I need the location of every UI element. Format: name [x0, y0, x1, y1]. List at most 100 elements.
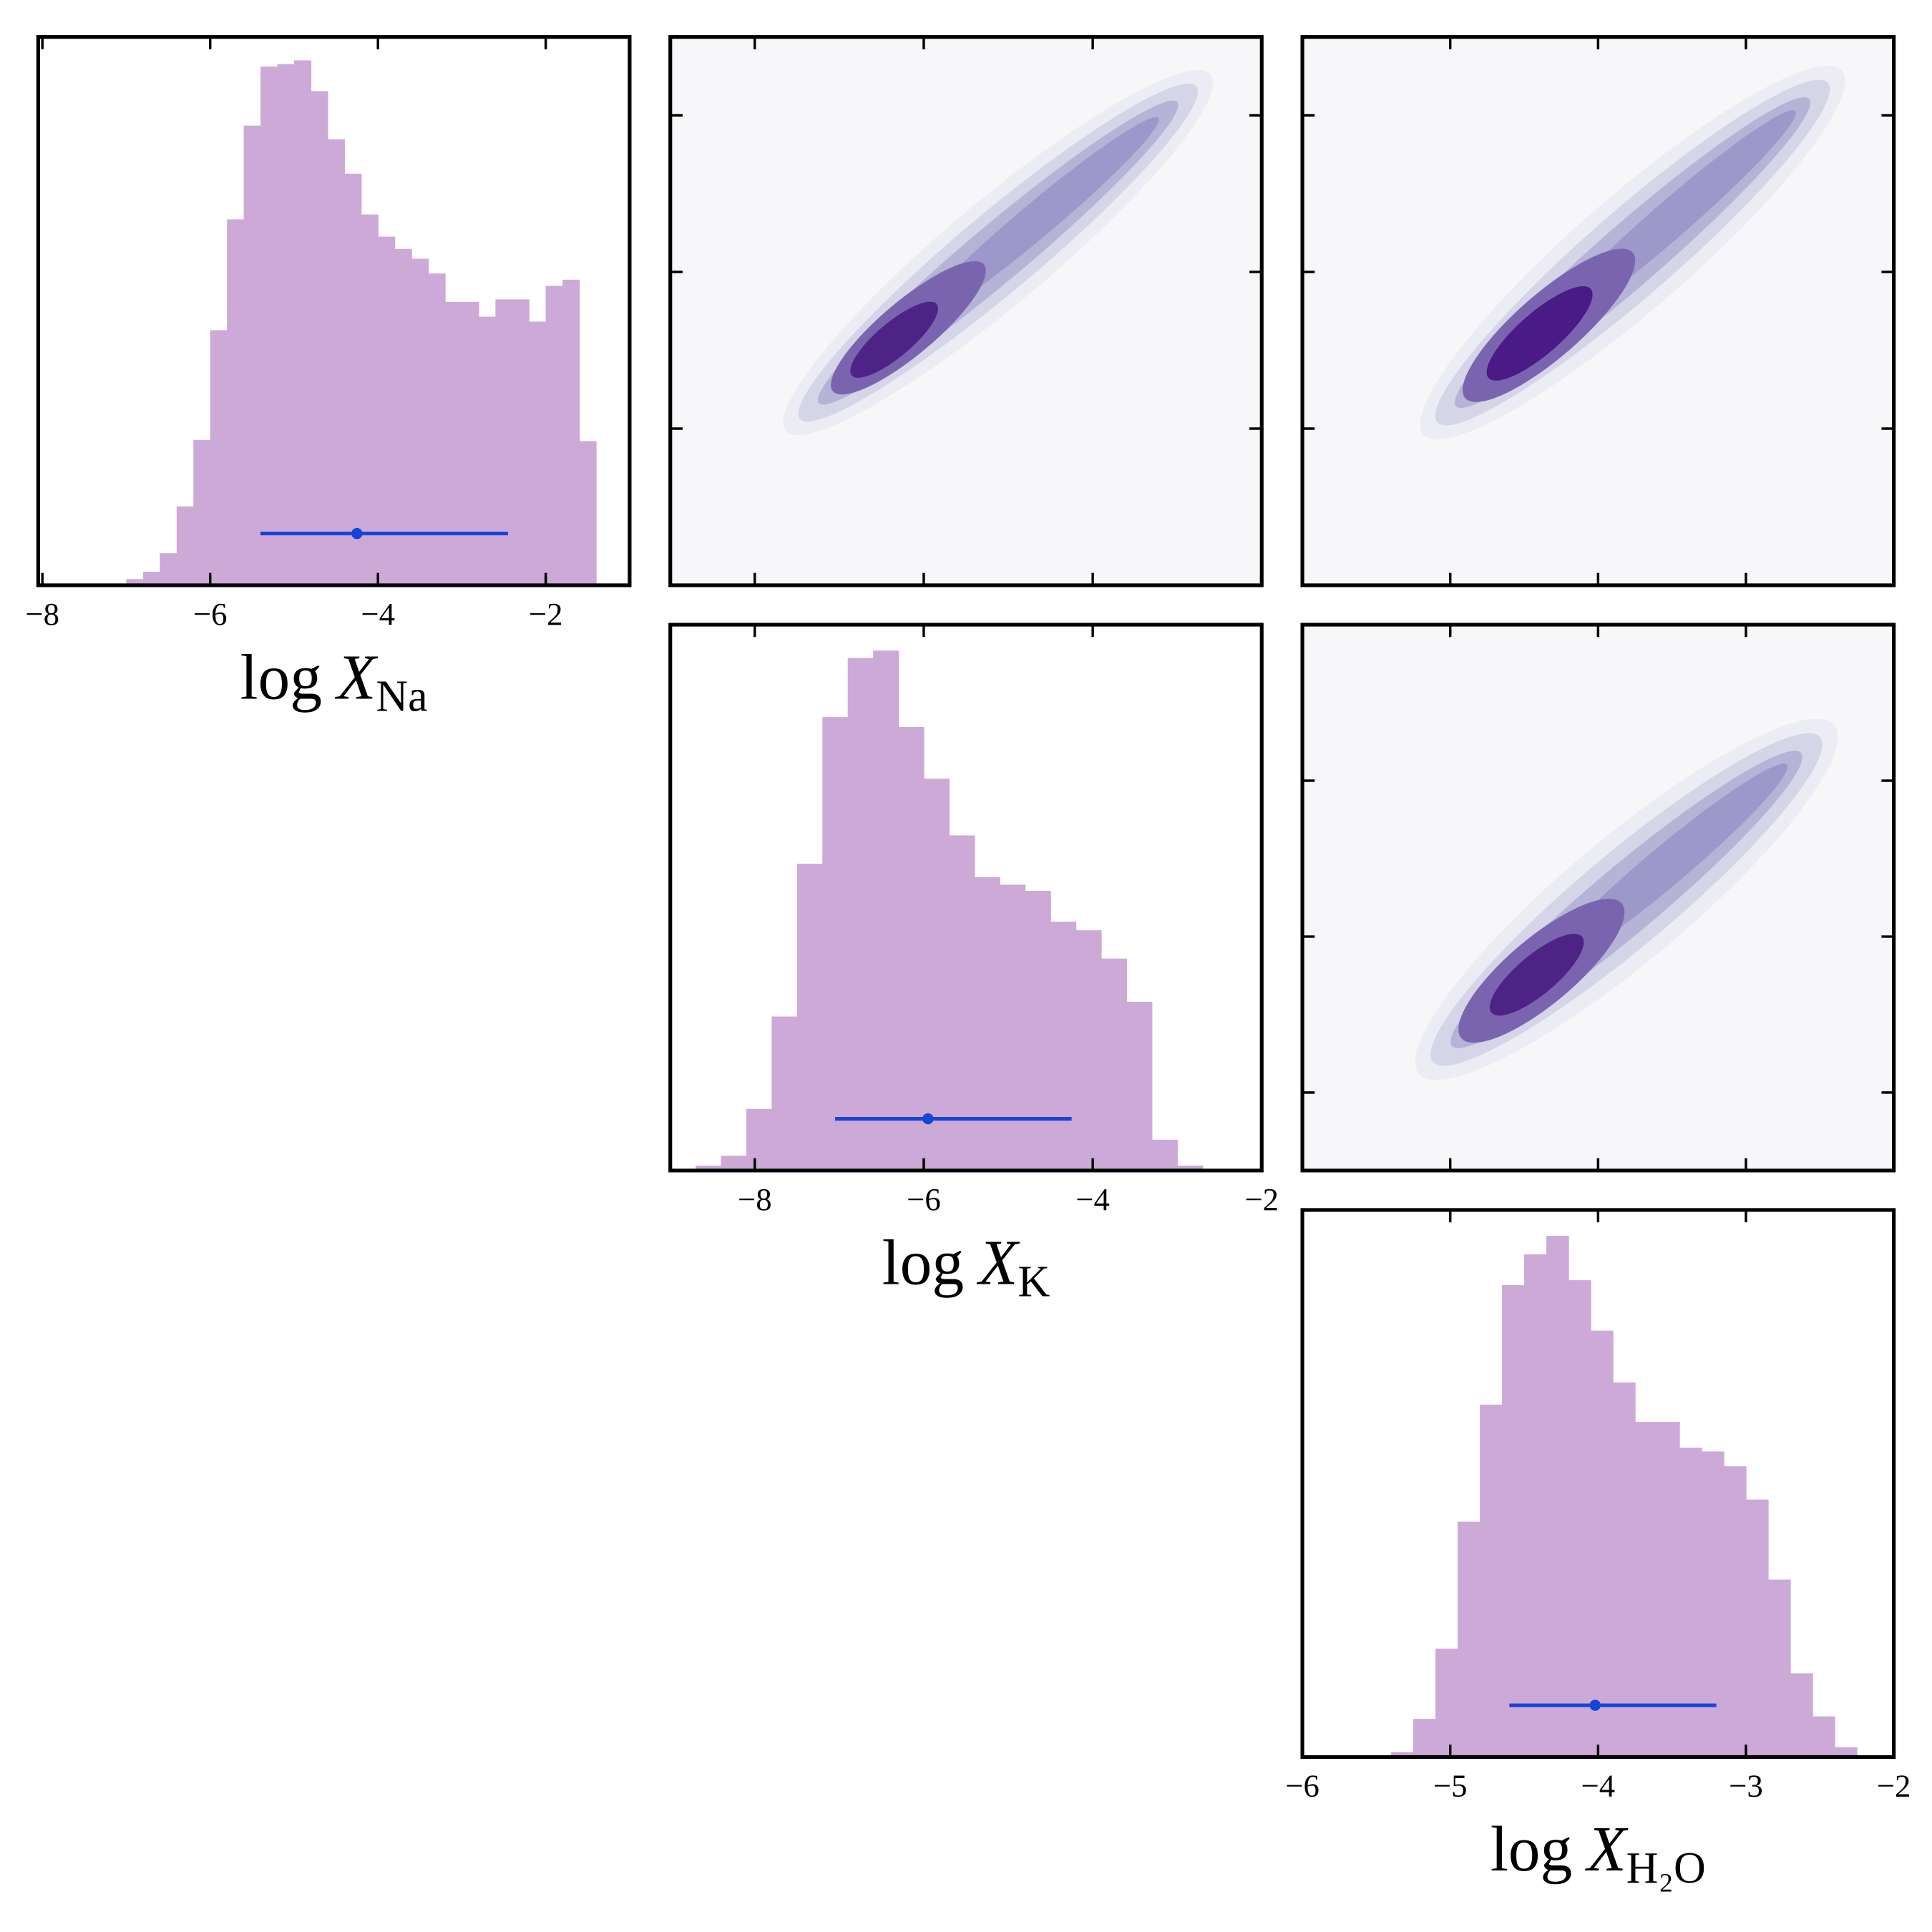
error-bar-median [922, 1113, 934, 1125]
x-tick-label: −8 [738, 1181, 772, 1217]
hist-bar [1177, 1165, 1204, 1171]
hist-bar [1050, 922, 1077, 1171]
x-tick-label: −4 [361, 596, 395, 632]
x-tick-label: −6 [1285, 1768, 1319, 1804]
hist-bar [478, 316, 497, 585]
hist-bar [344, 173, 362, 585]
hist-bar [126, 579, 144, 585]
x-axis-label-part: X [1585, 1814, 1629, 1885]
hist-bar [974, 877, 1000, 1171]
hist-bar [293, 60, 312, 585]
x-axis-label: log XNa [240, 642, 428, 721]
hist-bar [923, 779, 950, 1171]
hist-bar [462, 301, 479, 585]
hist-bar [142, 571, 161, 585]
x-axis-label-part: X [335, 642, 379, 713]
hist-bar [1000, 884, 1026, 1171]
x-tick-label: −5 [1433, 1768, 1468, 1804]
hist-bar [327, 139, 345, 585]
x-axis-label-part: X [977, 1227, 1020, 1298]
hist-bar [579, 441, 597, 585]
x-tick-label: −6 [193, 596, 228, 632]
hist-bar [1657, 1422, 1680, 1757]
hist-bar [1679, 1448, 1702, 1757]
axes-frame [668, 623, 1264, 1173]
x-tick-label: −4 [1581, 1768, 1616, 1804]
hist-bar [1413, 1719, 1436, 1757]
x-tick-label: −4 [1075, 1181, 1110, 1217]
hist-bar [771, 1016, 798, 1171]
hist-bar [1480, 1405, 1503, 1757]
hist-bar [822, 717, 849, 1171]
hist-bar [243, 125, 261, 585]
hist-bar [411, 258, 429, 585]
hist-bar [796, 864, 823, 1171]
hist-bar [1745, 1499, 1769, 1757]
hist-bar [545, 286, 563, 585]
hist-bar [1591, 1330, 1614, 1757]
hist-bar [176, 506, 194, 585]
hist-bar [210, 330, 228, 585]
hist-bar [746, 1108, 773, 1171]
hist-bar [1635, 1422, 1658, 1757]
hist-bar [1151, 1139, 1178, 1171]
x-tick-label: −2 [529, 596, 563, 632]
hist-bar [949, 835, 975, 1171]
hist-bar [311, 91, 328, 585]
axes-frame [668, 35, 1264, 587]
x-axis-label: log XK [882, 1227, 1050, 1306]
density-panels [670, 36, 1894, 1171]
error-bar-median [1589, 1699, 1601, 1711]
hist-bar [898, 726, 924, 1171]
hist-bar [1391, 1752, 1414, 1757]
hist-bar [227, 219, 245, 585]
hist-bar [873, 650, 899, 1171]
hist-bar [1790, 1673, 1813, 1757]
hist-bar [394, 248, 412, 585]
hist-bar [1701, 1451, 1724, 1757]
hist-bar [444, 301, 463, 585]
x-tick-label: −6 [907, 1181, 941, 1217]
hist-bar [1524, 1254, 1547, 1757]
hist-bar [160, 553, 177, 585]
hist-bar [1458, 1521, 1480, 1757]
hist-bar [721, 1156, 747, 1171]
x-axis-label-part: log [882, 1227, 964, 1298]
density-blob [1415, 718, 1838, 1080]
axes-frame [1300, 1208, 1896, 1760]
axes-frame [36, 35, 632, 587]
hist-bar [847, 658, 874, 1171]
hist-bar [428, 273, 446, 585]
x-axis-label-part: log [1491, 1814, 1572, 1885]
x-tick-label: −8 [25, 596, 59, 632]
hist-bar [495, 299, 513, 585]
axes-frame [1300, 35, 1896, 587]
density-blob [783, 69, 1214, 436]
hist-bar [378, 236, 396, 585]
hist-bar [1546, 1236, 1569, 1757]
hist-bar [1075, 930, 1102, 1171]
hist-bar [1812, 1716, 1835, 1757]
x-axis-label: log XH₂O [1491, 1814, 1706, 1893]
error-bar-median [351, 527, 363, 540]
hist-bar [1101, 958, 1128, 1171]
hist-bar [529, 321, 547, 585]
hist-bar [1025, 890, 1051, 1171]
hist-bar [260, 66, 278, 585]
hist-bar [1767, 1579, 1791, 1757]
hist-bar [1613, 1382, 1636, 1757]
hist-bar [1126, 1001, 1153, 1171]
hist-bar [277, 64, 295, 585]
hist-bar [562, 279, 580, 585]
x-tick-label: −2 [1244, 1181, 1279, 1217]
x-axis-label-part: K [1018, 1257, 1050, 1306]
hist-bar [1568, 1280, 1591, 1757]
hist-bar [696, 1165, 722, 1171]
hist-bar [1502, 1284, 1525, 1757]
x-tick-label: −2 [1877, 1768, 1911, 1804]
x-axis-label-part: log [240, 642, 322, 713]
hist-bar [193, 439, 211, 585]
x-axis-label-part: Na [376, 673, 427, 721]
